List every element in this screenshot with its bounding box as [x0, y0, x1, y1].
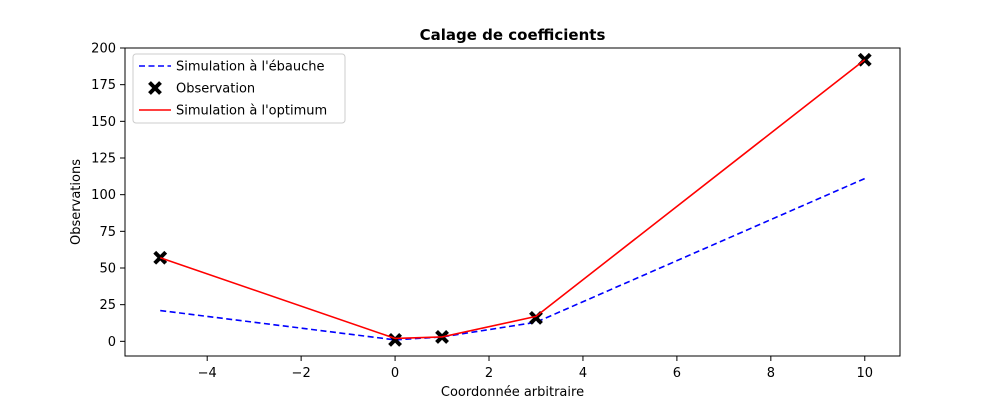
legend-label: Observation [176, 82, 255, 97]
x-tick-label: 6 [673, 366, 681, 381]
observation-point [388, 332, 402, 347]
x-axis: −4 −2 0 2 4 6 8 10 [198, 356, 873, 381]
x-axis-label: Coordonnée arbitraire [441, 385, 584, 400]
legend-marker [148, 81, 162, 95]
x-tick-label: 2 [485, 366, 493, 381]
x-tick-label: 0 [391, 366, 399, 381]
legend-box [132, 53, 346, 124]
legend-item: Observation [148, 81, 255, 97]
x-tick-label: 4 [579, 366, 587, 381]
legend-label: Simulation à l'ébauche [176, 60, 325, 75]
y-tick-label: 75 [99, 225, 116, 240]
y-tick-label: 0 [108, 335, 116, 350]
y-tick-label: 125 [91, 152, 116, 167]
y-tick-label: 150 [91, 115, 116, 130]
plot-frame [124, 47, 901, 357]
y-tick-label: 200 [91, 42, 116, 57]
x-tick-label: 10 [856, 366, 873, 381]
x-tick-label: −4 [198, 366, 217, 381]
x-tick-label: 8 [767, 366, 775, 381]
x-tick-label: −2 [292, 366, 311, 381]
y-tick-label: 25 [99, 298, 116, 313]
legend-item: Simulation à l'ébauche [139, 60, 325, 75]
legend: Simulation à l'ébauche Observation Simulat… [132, 53, 346, 124]
y-tick-label: 50 [99, 262, 116, 277]
series-line-ebauche [160, 177, 866, 341]
chart-title: Calage de coefficients [420, 26, 606, 44]
y-tick-label: 175 [91, 78, 116, 93]
y-tick-label: 100 [91, 188, 116, 203]
y-axis: 0 25 50 75 100 125 150 175 200 [91, 42, 125, 350]
legend-label: Simulation à l'optimum [176, 104, 327, 119]
series-line-optimum [159, 59, 866, 340]
y-axis-label: Observations [69, 159, 84, 245]
series-layer [153, 52, 872, 347]
legend-item: Simulation à l'optimum [139, 104, 327, 119]
